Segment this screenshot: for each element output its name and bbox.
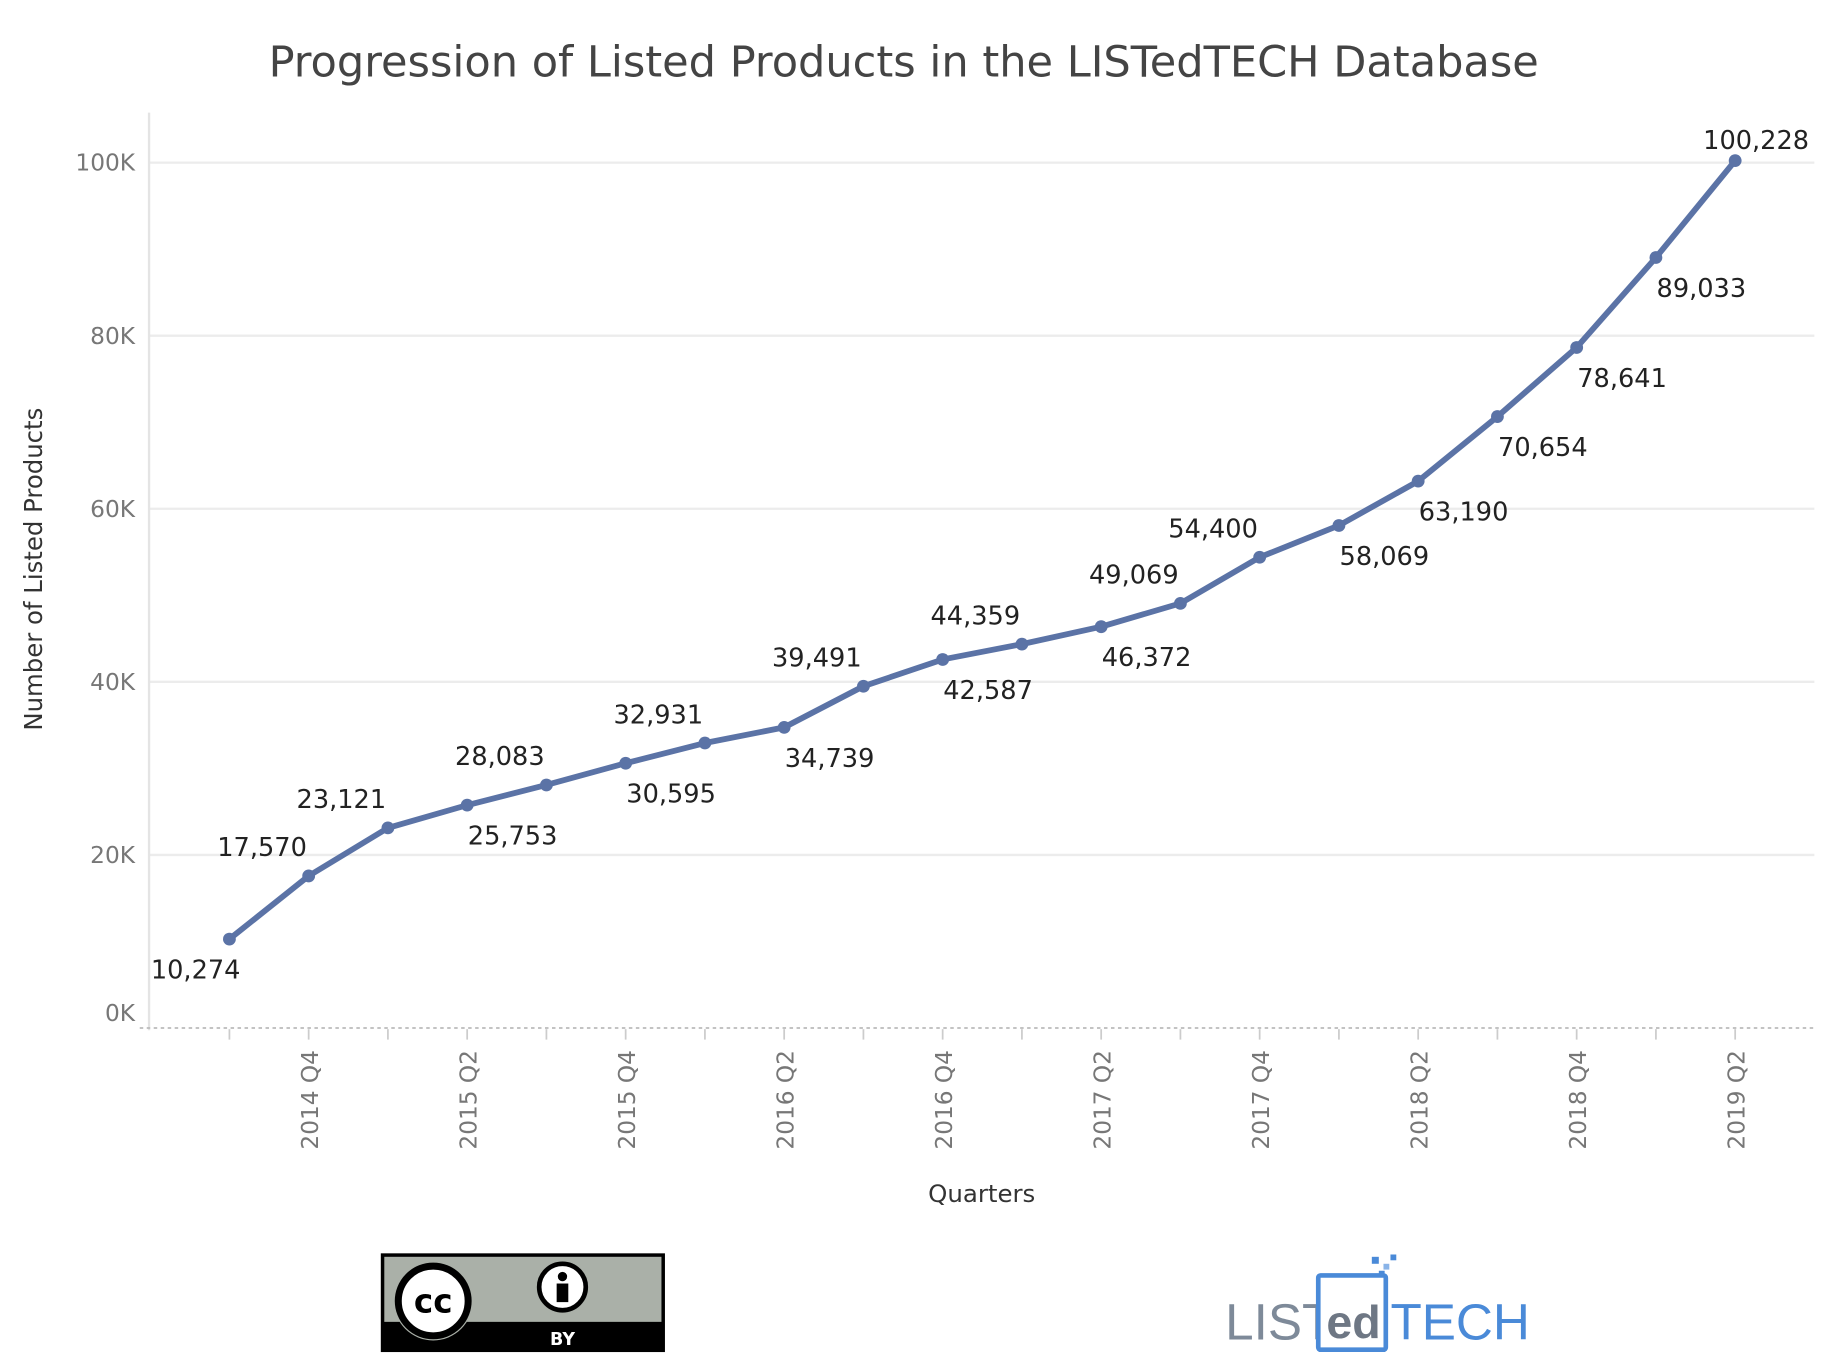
data-point bbox=[1174, 596, 1187, 610]
data-label: 44,359 bbox=[931, 601, 1021, 631]
data-label: 46,372 bbox=[1102, 643, 1192, 673]
data-point bbox=[1411, 474, 1425, 488]
y-tick-label: 0K bbox=[105, 1000, 136, 1027]
data-point bbox=[857, 679, 870, 693]
x-tick-label: 2014 Q4 bbox=[297, 1050, 324, 1150]
svg-text:TECH: TECH bbox=[1390, 1293, 1529, 1350]
gridlines bbox=[149, 161, 1815, 857]
x-tick-label: 2017 Q4 bbox=[1248, 1050, 1275, 1150]
data-label: 25,753 bbox=[468, 822, 558, 852]
data-label: 23,121 bbox=[297, 785, 387, 815]
cc-icon: cc bbox=[414, 1283, 453, 1321]
data-point bbox=[1649, 251, 1663, 264]
data-label: 10,274 bbox=[151, 956, 241, 986]
series-line bbox=[226, 157, 1739, 942]
data-point bbox=[1094, 620, 1108, 634]
data-label: 70,654 bbox=[1498, 433, 1588, 463]
x-tick-label: 2016 Q2 bbox=[772, 1050, 799, 1150]
data-points bbox=[223, 154, 1742, 946]
x-tick-label: 2016 Q4 bbox=[931, 1050, 958, 1150]
svg-text:ed: ed bbox=[1326, 1296, 1380, 1348]
y-tick-labels: 0K 20K 40K 60K 80K 100K bbox=[75, 150, 135, 1027]
x-tick-label: 2015 Q2 bbox=[455, 1050, 482, 1150]
data-point bbox=[777, 720, 791, 734]
data-point bbox=[936, 653, 950, 666]
listedtech-logo: LIST ed TECH bbox=[1225, 1254, 1530, 1353]
chart-title: Progression of Listed Products in the LI… bbox=[269, 38, 1539, 88]
data-label: 39,491 bbox=[772, 644, 862, 674]
data-labels: 10,274 17,570 23,121 25,753 28,083 30,595 32,9… bbox=[151, 126, 1809, 986]
cc-by-license-badge: cc BY bbox=[380, 1253, 665, 1353]
data-label: 28,083 bbox=[455, 742, 545, 772]
data-point bbox=[698, 736, 712, 750]
data-label: 42,587 bbox=[943, 676, 1033, 706]
x-tick-label: 2017 Q2 bbox=[1089, 1050, 1116, 1150]
data-label: 89,033 bbox=[1657, 274, 1747, 304]
data-label: 34,739 bbox=[785, 744, 875, 774]
data-label: 78,641 bbox=[1577, 364, 1667, 394]
x-tick-label: 2015 Q4 bbox=[614, 1050, 641, 1150]
x-tick-label: 2018 Q2 bbox=[1406, 1050, 1433, 1150]
data-label: 30,595 bbox=[626, 780, 716, 810]
data-label: 54,400 bbox=[1168, 515, 1258, 545]
data-point bbox=[1728, 154, 1742, 168]
data-point bbox=[223, 932, 236, 946]
y-tick-label: 100K bbox=[75, 150, 135, 177]
svg-text:LIST: LIST bbox=[1225, 1293, 1333, 1350]
x-tick-label: 2018 Q4 bbox=[1565, 1050, 1592, 1150]
data-point bbox=[1253, 550, 1267, 564]
x-axis-label: Quarters bbox=[928, 1179, 1035, 1208]
data-point bbox=[619, 756, 633, 770]
data-point bbox=[1015, 637, 1029, 651]
data-label: 63,190 bbox=[1419, 498, 1509, 528]
by-label: BY bbox=[550, 1330, 575, 1350]
data-point bbox=[1570, 341, 1584, 354]
data-label: 32,931 bbox=[614, 700, 704, 730]
data-point bbox=[302, 869, 316, 883]
data-label: 58,069 bbox=[1340, 542, 1430, 572]
data-point bbox=[540, 778, 553, 792]
data-label: 49,069 bbox=[1089, 561, 1179, 591]
y-axis-label: Number of Listed Products bbox=[19, 408, 48, 731]
data-point bbox=[1332, 519, 1346, 532]
data-label: 100,228 bbox=[1703, 126, 1809, 156]
data-point bbox=[381, 821, 395, 835]
data-point bbox=[460, 798, 474, 812]
y-tick-label: 20K bbox=[90, 842, 136, 869]
y-tick-label: 40K bbox=[90, 669, 136, 696]
data-point bbox=[1491, 410, 1504, 423]
y-tick-label: 60K bbox=[90, 496, 136, 523]
y-tick-label: 80K bbox=[90, 323, 136, 350]
x-tick-label: 2019 Q2 bbox=[1723, 1050, 1750, 1150]
x-ticks: 2014 Q4 2015 Q2 2015 Q4 2016 Q2 2016 Q4 2017 … bbox=[228, 1029, 1750, 1150]
data-label: 17,570 bbox=[217, 833, 307, 863]
